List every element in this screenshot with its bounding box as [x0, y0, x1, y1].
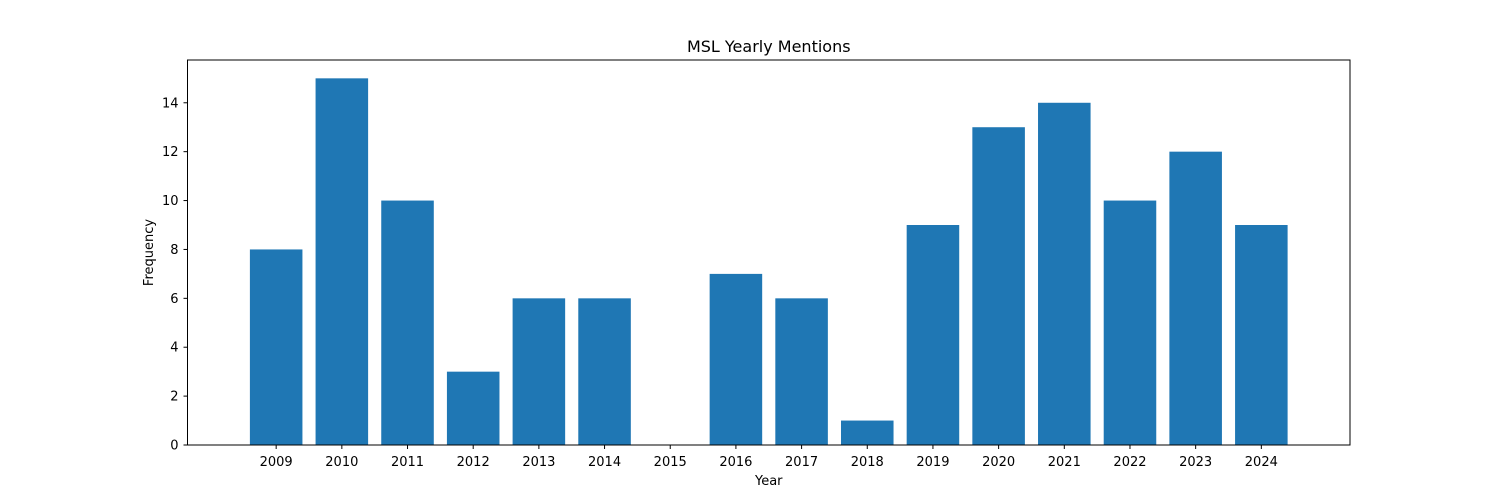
x-tick-label: 2022	[1113, 455, 1146, 470]
x-tick-label: 2012	[457, 455, 490, 470]
y-tick-label: 0	[170, 439, 178, 454]
y-axis-ticks: 0 2 4 6 8 10 12 14	[162, 96, 188, 454]
bar-2014	[578, 298, 631, 445]
x-tick-label: 2024	[1245, 455, 1278, 470]
x-tick-label: 2015	[654, 455, 687, 470]
bar-2022	[1103, 200, 1157, 445]
y-tick-label: 14	[162, 96, 179, 111]
x-tick-label: 2023	[1179, 455, 1212, 470]
bar-2011	[381, 200, 434, 445]
x-tick-label: 2019	[916, 455, 949, 470]
bar-2010	[315, 78, 369, 445]
y-tick-label: 4	[170, 341, 178, 356]
y-tick-label: 8	[170, 243, 178, 258]
bars-group	[249, 78, 1288, 446]
y-tick-label: 6	[170, 292, 178, 307]
x-tick-label: 2014	[588, 455, 621, 470]
x-tick-label: 2018	[851, 455, 884, 470]
bar-2012	[446, 371, 500, 445]
bar-2024	[1235, 225, 1288, 445]
bar-2023	[1169, 151, 1222, 445]
x-tick-label: 2013	[522, 455, 555, 470]
bar-2017	[775, 298, 828, 445]
x-axis-label: Year	[754, 474, 783, 489]
y-tick-label: 2	[170, 390, 178, 405]
bar-2013	[512, 298, 566, 445]
x-tick-label: 2009	[260, 455, 293, 470]
bar-2018	[840, 420, 894, 445]
x-tick-label: 2021	[1048, 455, 1081, 470]
bar-2016	[709, 273, 763, 445]
x-tick-label: 2010	[325, 455, 358, 470]
x-tick-label: 2020	[982, 455, 1015, 470]
y-tick-label: 12	[162, 145, 179, 160]
bar-2020	[972, 127, 1025, 445]
x-tick-label: 2017	[785, 455, 818, 470]
bar-2019	[906, 225, 960, 445]
plot-area-frame	[187, 59, 1351, 446]
bar-2009	[249, 249, 303, 445]
x-tick-label: 2016	[719, 455, 752, 470]
y-axis-label: Frequency	[142, 219, 157, 286]
bar-2021	[1038, 102, 1091, 446]
x-axis-ticks: 2009 2010 2011 2012 2013 2014 2015 2016 2017 2018…	[260, 445, 1278, 470]
y-tick-label: 10	[162, 194, 179, 209]
x-tick-label: 2011	[391, 455, 424, 470]
chart-title: MSL Yearly Mentions	[687, 37, 851, 56]
